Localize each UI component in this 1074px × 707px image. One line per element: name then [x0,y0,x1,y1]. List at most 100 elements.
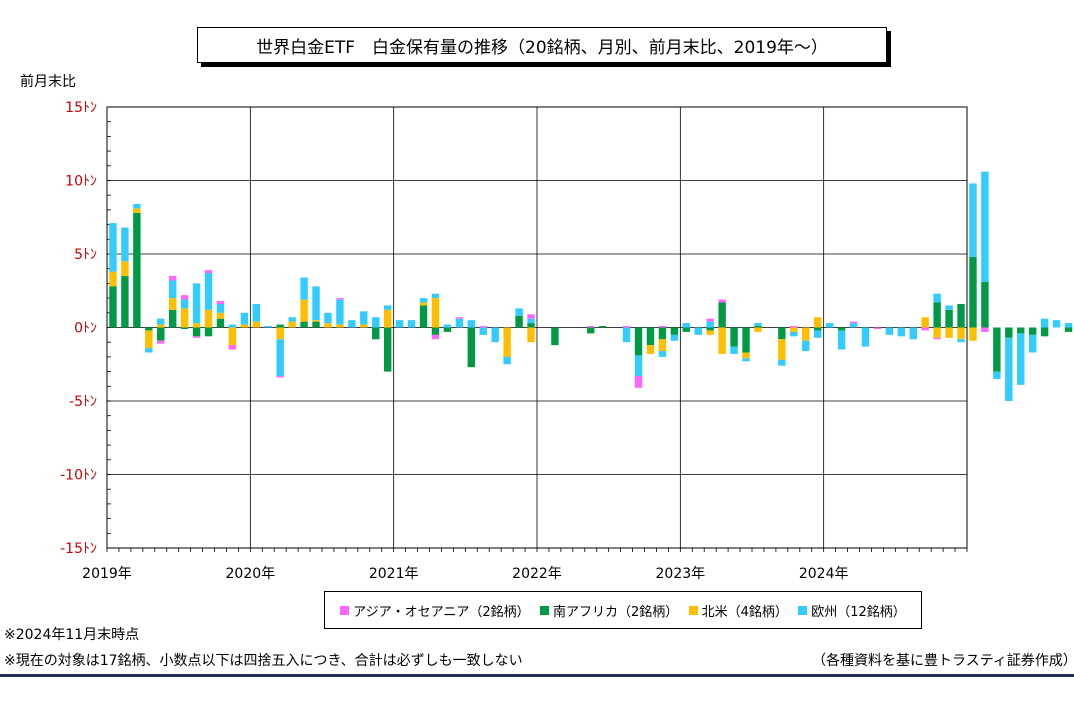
bar-segment [431,334,440,340]
legend-item-north-america: 北米（4銘柄） [688,601,788,620]
bar-segment [216,318,225,328]
bar-segment [527,318,535,324]
bar-segment [981,327,989,332]
bar-segment [921,317,929,328]
bar-segment [837,327,846,331]
bar-segment [634,355,643,377]
bar-segment [157,327,165,341]
bar-segment [598,326,607,328]
bar-segment [228,345,237,350]
bar-segment [121,276,129,328]
y-tick-label: -15ﾄﾝ [60,541,97,557]
bar-segment [431,298,440,328]
legend-swatch [798,605,808,615]
bar-segment [192,323,201,328]
legend-swatch [540,605,550,615]
bar-segment [276,324,284,328]
y-tick-label: 5ﾄﾝ [74,247,97,263]
x-tick-label: 2023年 [656,566,706,582]
bar-segment [957,339,965,343]
bar-segment [145,330,153,349]
bar-segment [336,299,344,325]
bar-segment [981,171,989,282]
bar-segment [204,327,213,337]
legend-label: 欧州（12銘柄） [811,604,906,620]
x-tick-label: 2019年 [82,566,132,582]
bar-segment [240,312,249,325]
bar-segment [622,326,631,328]
bar-segment [455,317,464,319]
bar-segment [778,359,786,366]
bar-segment [658,326,667,328]
bar-segment [336,298,344,300]
bar-segment [670,327,679,335]
bar-segment [145,327,153,331]
bar-segment [587,326,595,328]
bar-segment [969,183,977,257]
bar-segment [383,327,392,372]
bar-segment [1040,318,1049,328]
bar-segment [945,305,953,310]
bar-segment [754,326,762,328]
bar-segment [228,324,237,328]
bar-segment [1005,337,1013,401]
bar-segment [945,309,953,328]
bar-segment [407,320,416,328]
bar-segment [157,340,165,344]
bar-segment [742,327,750,353]
footer-divider [0,674,1074,677]
bar-segment [754,327,762,332]
bar-segment [646,327,655,346]
chart-title-box: 世界白金ETF 白金保有量の推移（20銘柄、月別、前月末比、2019年～） [197,27,887,63]
bar-segment [742,358,750,362]
bar-segment [360,324,368,328]
bar-segment [813,317,822,328]
bar-segment [1017,327,1025,334]
bar-segment [288,317,296,322]
bar-segment [969,327,977,341]
bar-segment [706,327,714,331]
bar-segment [945,327,953,338]
bar-segment [467,327,476,368]
bar-segment [515,315,523,328]
bar-segment [957,303,965,328]
x-tick-label: 2022年 [512,566,562,582]
bar-segment [276,327,284,340]
bar-segment [718,299,726,303]
bar-segment [204,309,213,328]
bar-segment [1064,323,1073,328]
bar-segment [276,339,284,377]
bar-segment [168,309,177,328]
bar-segment [527,327,535,343]
bar-segment [849,321,858,324]
bar-segment [933,337,941,340]
bar-segment [897,327,906,337]
bar-segment [1052,320,1061,328]
y-tick-label: 10ﾄﾝ [65,174,97,190]
bar-segment [479,326,487,328]
bar-segment [216,312,225,319]
bar-segment [168,298,177,310]
bar-segment [300,321,308,328]
bar-segment [503,356,511,365]
bar-segment [837,330,846,350]
bar-segment [706,318,714,322]
bar-segment [1064,327,1073,332]
bar-segment [419,305,428,328]
bar-segment [527,314,535,319]
bar-segment [216,301,225,304]
bar-segment [383,309,392,328]
bar-segment [360,311,368,325]
y-tick-label: 15ﾄﾝ [65,100,97,116]
bar-segment [921,327,929,331]
bar-segment [730,327,738,347]
bar-segment [180,299,189,309]
bar-segment [312,321,320,328]
bar-segment [145,348,153,353]
bar-segment [861,327,870,347]
bar-segment [168,276,177,281]
bar-segment [157,324,165,328]
bar-segment [682,327,691,332]
bar-segment [778,339,786,360]
chart-title: 世界白金ETF 白金保有量の推移（20銘柄、月別、前月末比、2019年～） [256,37,828,58]
